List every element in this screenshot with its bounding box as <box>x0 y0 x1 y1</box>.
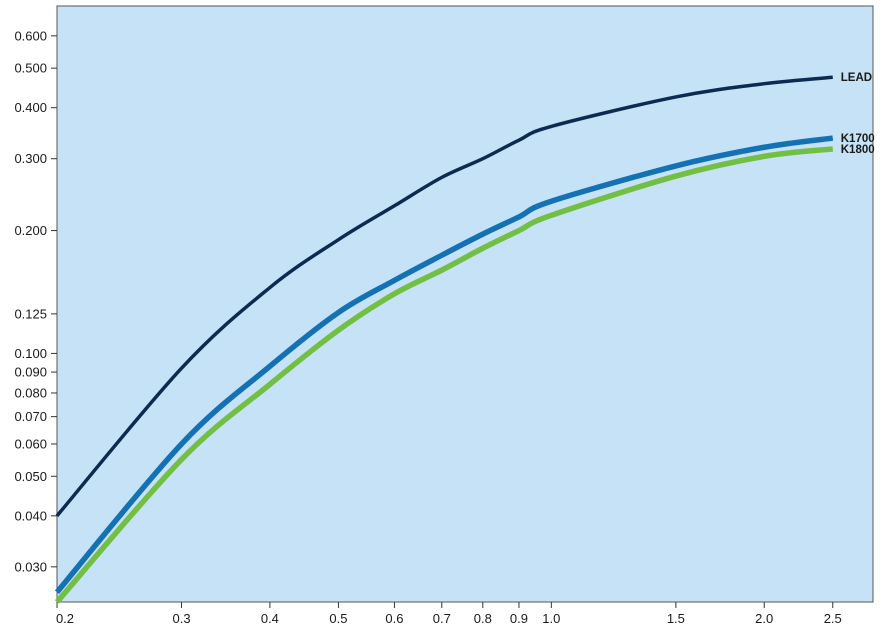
x-tick-label: 2.5 <box>824 611 842 626</box>
x-tick-label: 0.6 <box>385 611 403 626</box>
series-label-lead: LEAD <box>841 72 872 84</box>
x-tick-label: 1.0 <box>542 611 560 626</box>
y-tick-label: 0.200 <box>14 223 47 238</box>
y-tick-label: 0.400 <box>14 100 47 115</box>
x-tick-label: 0.4 <box>261 611 279 626</box>
x-tick-label: 2.0 <box>755 611 773 626</box>
y-tick-label: 0.080 <box>14 385 47 400</box>
y-tick-label: 0.050 <box>14 469 47 484</box>
x-axis: 0.2 0.3 0.4 0.5 0.6 0.7 0.8 0.9 1.0 1.5 2.0 2.5 <box>56 602 842 626</box>
series-label-k1800: K1800 <box>841 144 875 156</box>
series-lines <box>54 75 834 604</box>
y-tick-label: 0.125 <box>14 306 47 321</box>
x-tick-label: 0.3 <box>172 611 190 626</box>
y-tick-label: 0.100 <box>14 346 47 361</box>
x-tick-label: 0.2 <box>56 611 74 626</box>
series-line-lead <box>55 75 833 517</box>
y-tick-label: 0.040 <box>14 508 47 523</box>
y-tick-label: 0.090 <box>14 365 47 380</box>
series-label-k1700: K1700 <box>841 133 875 145</box>
x-tick-label: 0.9 <box>510 611 528 626</box>
y-tick-label: 0.060 <box>14 436 47 451</box>
series-line-k1700 <box>54 135 834 594</box>
series-line-k1800 <box>54 146 834 604</box>
y-tick-label: 0.300 <box>14 151 47 166</box>
x-tick-label: 0.8 <box>474 611 492 626</box>
y-tick-label: 0.030 <box>14 559 47 574</box>
x-tick-label: 0.7 <box>433 611 451 626</box>
y-axis: 0.030 0.040 0.050 0.060 0.070 0.080 0.090 0.100… <box>14 28 57 574</box>
x-tick-label: 1.5 <box>667 611 685 626</box>
y-tick-label: 0.600 <box>14 28 47 43</box>
y-tick-label: 0.070 <box>14 409 47 424</box>
x-tick-label: 0.5 <box>329 611 347 626</box>
y-tick-label: 0.500 <box>14 61 47 76</box>
plot-area <box>56 5 874 603</box>
